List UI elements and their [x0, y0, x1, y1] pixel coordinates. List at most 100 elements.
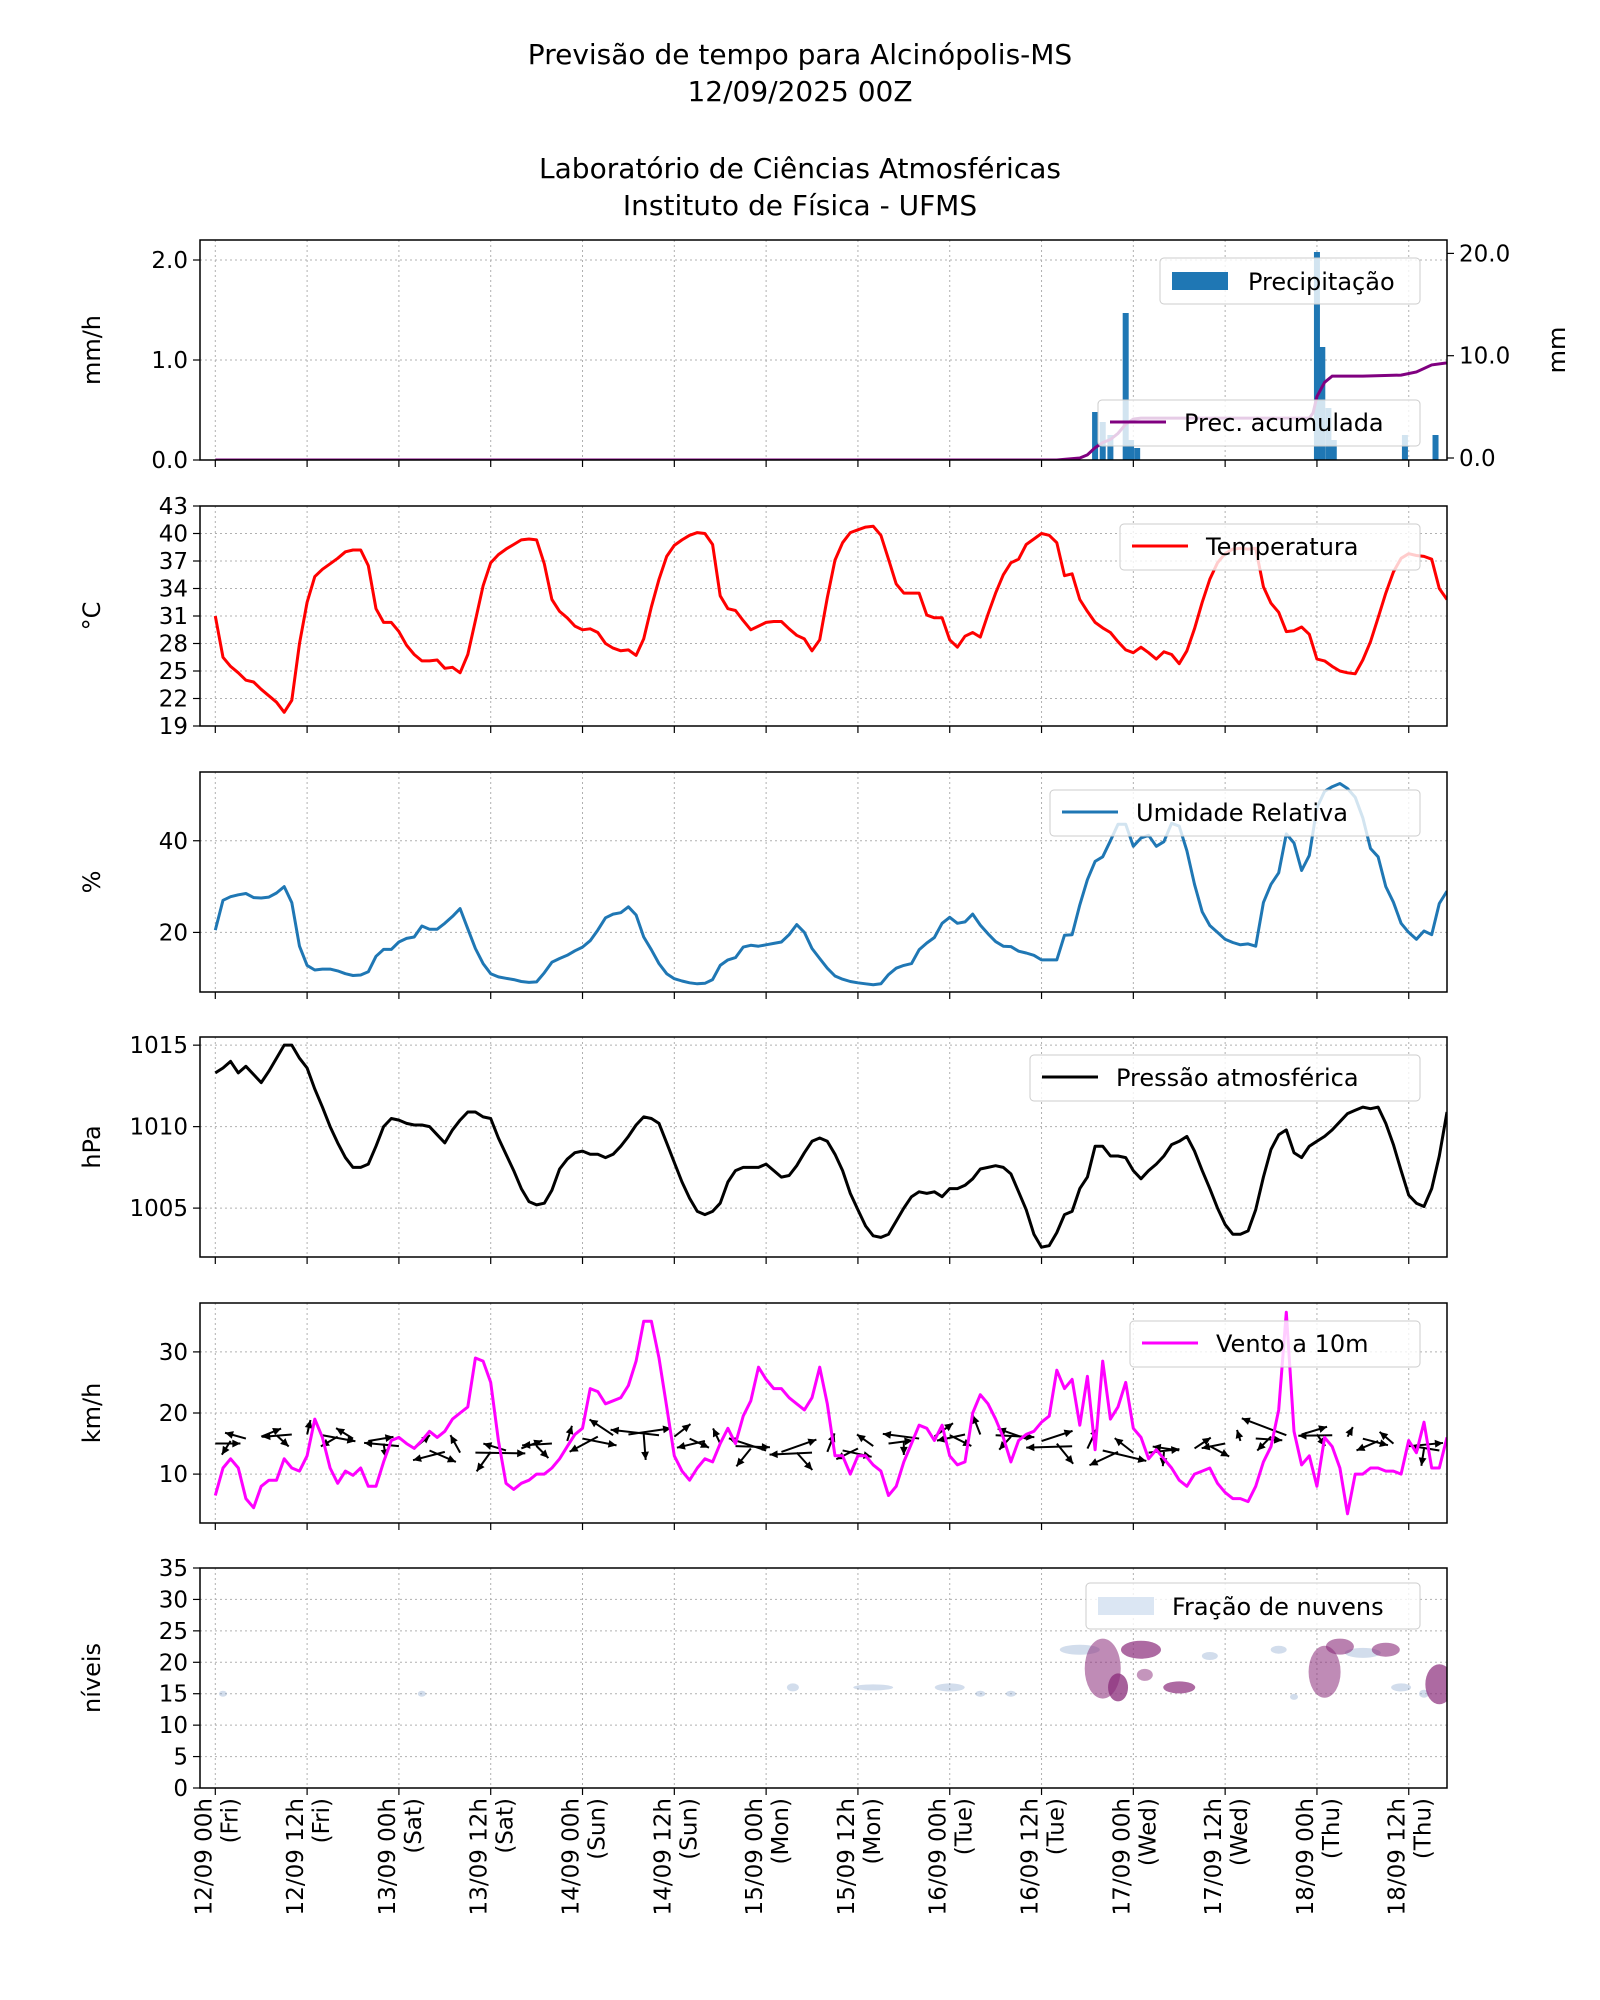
wind-arrow-head	[336, 1428, 346, 1436]
wind-arrow-head	[1298, 1431, 1307, 1440]
x-tick-label: 15/09 00h (Mon)	[742, 1798, 794, 1915]
y-tick-label: 28	[159, 632, 188, 658]
humidity-line	[213, 782, 1447, 987]
x-tick-label: 18/09 12h (Thu)	[1385, 1798, 1437, 1915]
wind-arrow-head	[1026, 1443, 1035, 1452]
y-axis-label: %	[78, 871, 106, 894]
wind-arrow-head	[280, 1438, 289, 1447]
cloud-patch-thin	[853, 1684, 894, 1691]
x-tick-day: (Thu)	[1411, 1798, 1437, 1859]
cloud-patch	[1308, 1645, 1341, 1698]
x-tick-date: 17/09 12h	[1201, 1798, 1227, 1915]
wind-arrow-head	[1356, 1443, 1366, 1451]
legend-box	[1085, 1582, 1421, 1630]
y-tick-label: 10	[159, 1462, 188, 1488]
y-axis-label: níveis	[78, 1643, 106, 1713]
legend-pressure: Pressão atmosférica	[1029, 1054, 1421, 1102]
x-tick-label: 14/09 12h (Sun)	[650, 1798, 702, 1915]
cloud-patch	[1163, 1681, 1196, 1694]
x-tick-label: 13/09 12h (Sat)	[467, 1798, 519, 1915]
x-tick-date: 17/09 00h	[1109, 1798, 1135, 1915]
legend-box	[1029, 1054, 1421, 1102]
x-tick-day: (Tue)	[952, 1798, 978, 1855]
legend-temperature: Temperatura	[1119, 523, 1421, 571]
y-tick-label: 20	[159, 920, 188, 946]
wind-arrow-head	[1241, 1417, 1251, 1425]
y-tick-label: 0.0	[151, 448, 188, 474]
cloud-patch	[1108, 1673, 1129, 1702]
wind-arrow-head	[641, 1451, 649, 1460]
x-tick-label: 13/09 00h (Sat)	[375, 1798, 427, 1915]
precip-bar	[1092, 412, 1099, 460]
x-tick-day: (Mon)	[768, 1798, 794, 1864]
x-tick-date: 18/09 12h	[1385, 1798, 1411, 1915]
wind-arrow-head	[589, 1419, 599, 1428]
y-tick-label: 1005	[129, 1196, 188, 1222]
wind-arrow-head	[700, 1440, 710, 1448]
x-tick-day: (Sat)	[493, 1798, 519, 1854]
wind-arrow-head	[712, 1428, 721, 1438]
cloud-patch-thin	[1391, 1683, 1412, 1692]
y-tick-label: 15	[159, 1682, 188, 1708]
cloud-patch	[1120, 1640, 1161, 1659]
wind-arrow-head	[1137, 1455, 1147, 1463]
x-tick-date: 13/09 12h	[467, 1798, 493, 1915]
cloud-patch-thin	[1270, 1645, 1287, 1654]
wind-arrow-head	[736, 1457, 745, 1467]
y-tick-label: 5	[173, 1745, 188, 1771]
wind-arrow-head	[1418, 1457, 1427, 1466]
wind-arrow-head	[1201, 1437, 1211, 1446]
y-axis-label: hPa	[78, 1125, 106, 1168]
wind-arrow-head	[539, 1449, 549, 1459]
precip-bar	[1330, 440, 1337, 460]
x-tick-day: (Fri)	[309, 1798, 335, 1843]
wind-arrow-head	[262, 1432, 271, 1441]
cloud-patch	[1136, 1668, 1153, 1681]
institute-name: Instituto de Física - UFMS	[622, 189, 978, 222]
x-tick-day: (Sun)	[676, 1798, 702, 1860]
wind-arrow-head	[565, 1425, 574, 1435]
legend-accum: Prec. acumulada	[1097, 399, 1421, 447]
x-tick-label: 12/09 00h (Fri)	[191, 1798, 243, 1915]
x-tick-day: (Fri)	[217, 1798, 243, 1843]
wind-arrow-head	[1063, 1429, 1073, 1438]
wind-arrow-head	[272, 1427, 282, 1436]
wind-arrow-head	[803, 1461, 813, 1471]
legend-label: Umidade Relativa	[1136, 799, 1348, 827]
legend-box	[1097, 399, 1421, 447]
x-tick-label: 12/09 12h (Fri)	[283, 1798, 335, 1915]
legend-box	[1159, 257, 1421, 305]
x-tick-label: 17/09 12h (Wed)	[1201, 1798, 1253, 1915]
x-tick-label: 18/09 00h (Thu)	[1293, 1798, 1345, 1915]
x-tick-date: 16/09 00h	[926, 1798, 952, 1915]
y-tick-label: 40	[159, 829, 188, 855]
y2-tick-label: 10.0	[1459, 344, 1510, 370]
cloud-patch	[1371, 1642, 1400, 1657]
cloud-patch-thin	[417, 1690, 426, 1697]
x-tick-label: 15/09 12h (Mon)	[834, 1798, 886, 1915]
wind-arrow-head	[446, 1455, 456, 1463]
chart-subtitle-date: 12/09/2025 00Z	[687, 75, 913, 108]
wind-arrow-head	[1220, 1449, 1230, 1457]
wind-arrow-head	[1318, 1425, 1328, 1433]
legend-cloud: Fração de nuvens	[1085, 1582, 1421, 1630]
precip-bar	[1128, 440, 1135, 460]
legend-box	[1119, 523, 1421, 571]
x-tick-day: (Wed)	[1135, 1798, 1161, 1866]
legend-box	[1129, 1320, 1421, 1368]
panel-frame	[199, 1567, 1448, 1789]
legend-box	[1049, 789, 1421, 837]
x-tick-date: 16/09 12h	[1018, 1798, 1044, 1915]
y-tick-label: 37	[159, 549, 188, 575]
wind-arrow-head	[450, 1435, 458, 1445]
y-tick-label: 43	[159, 494, 188, 520]
legend-label: Temperatura	[1205, 533, 1359, 561]
lab-name: Laboratório de Ciências Atmosféricas	[539, 152, 1061, 185]
cloud-patch-thin	[975, 1690, 986, 1697]
y-tick-label: 20	[159, 1401, 188, 1427]
x-tick-label: 16/09 00h (Tue)	[926, 1798, 978, 1915]
wind-arrow-head	[1152, 1443, 1162, 1452]
wind-arrow-head	[944, 1423, 954, 1432]
y-tick-label: 1010	[129, 1115, 188, 1141]
wind-arrow-head	[769, 1450, 778, 1459]
